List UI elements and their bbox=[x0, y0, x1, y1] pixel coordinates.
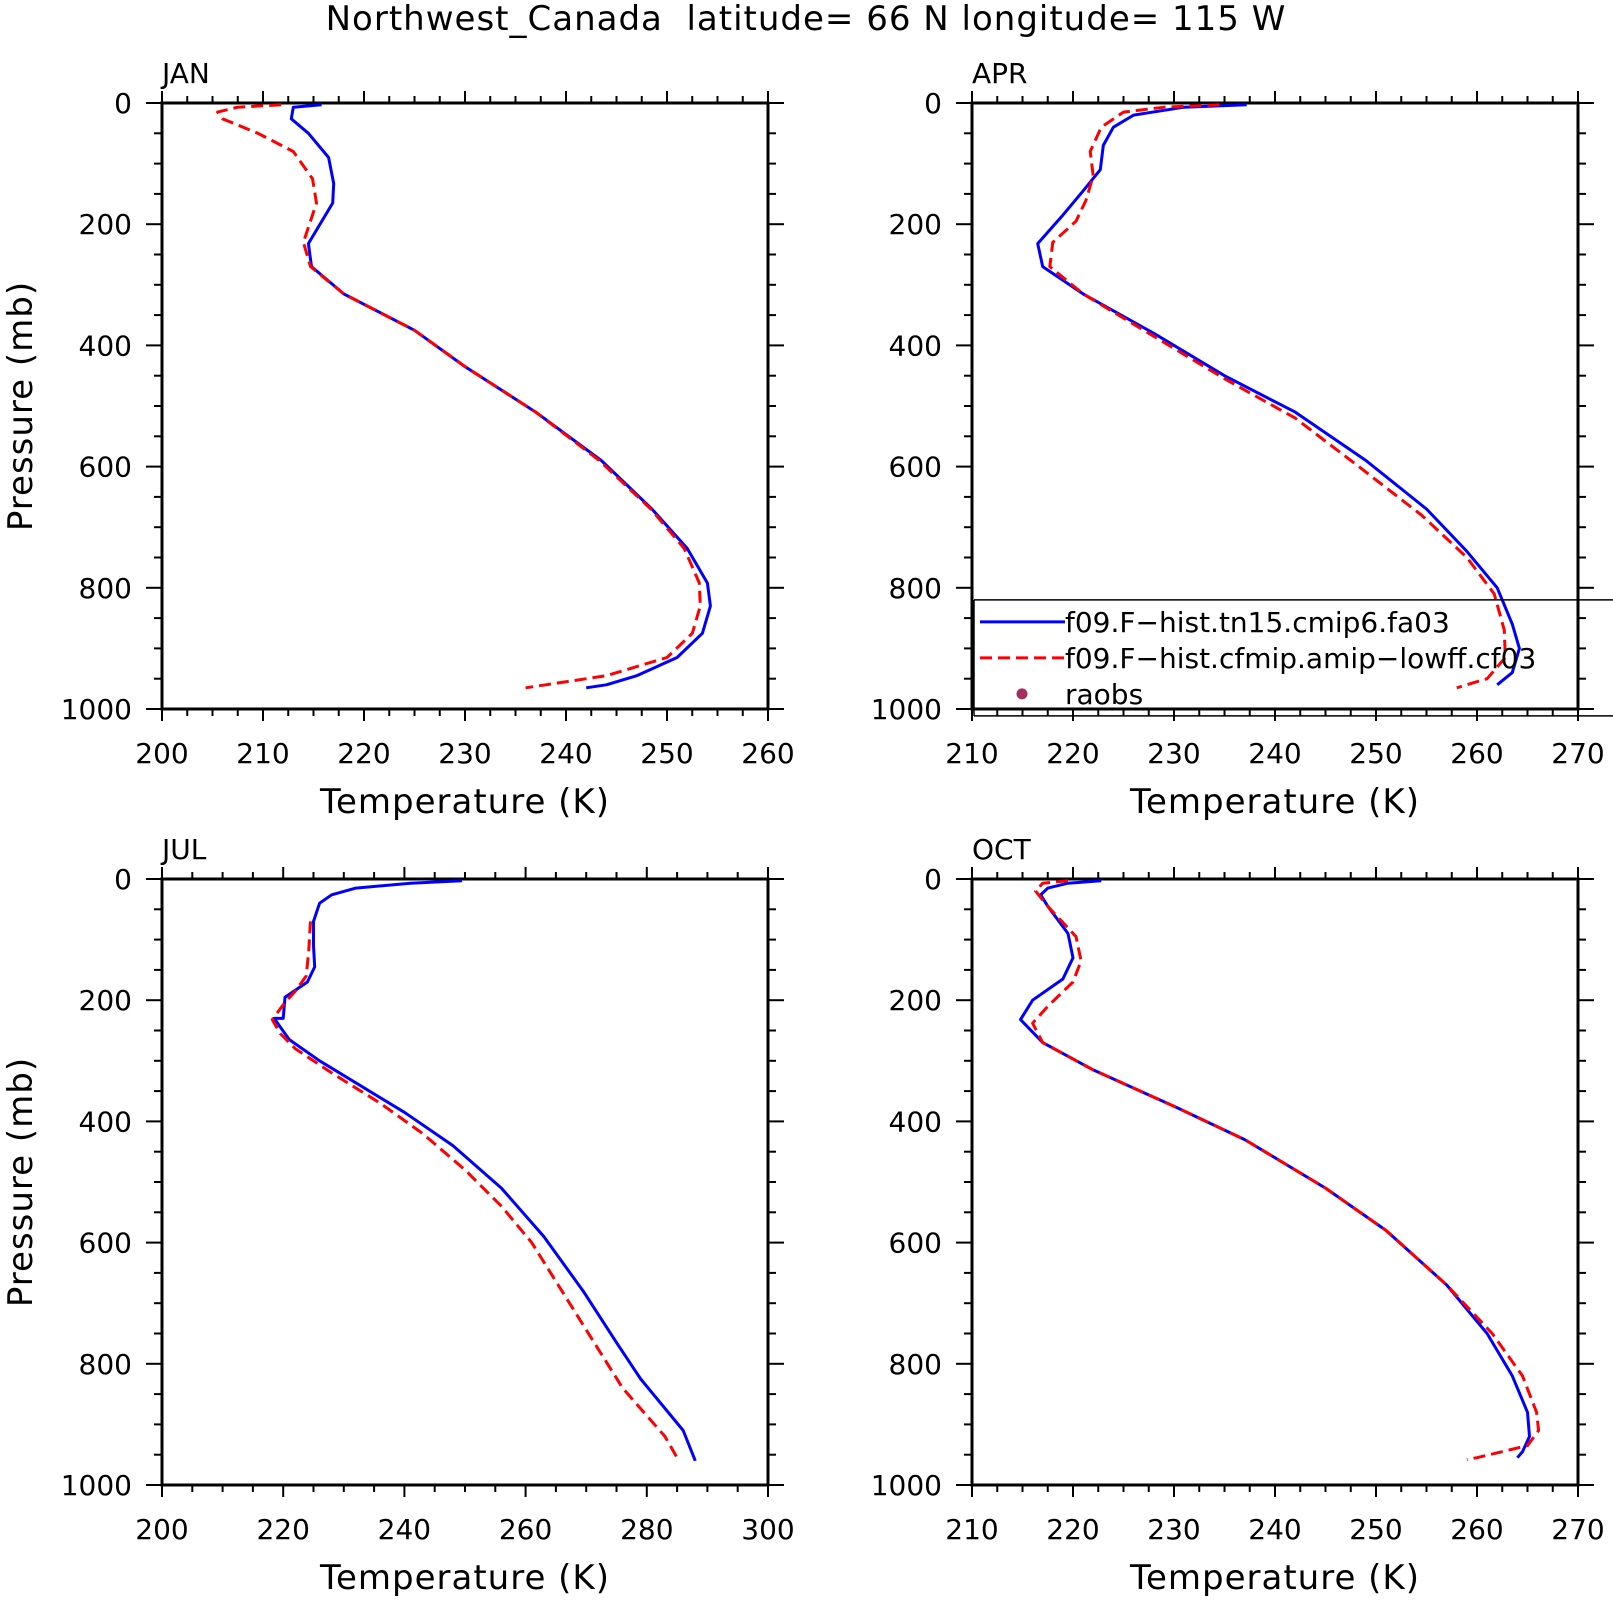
plot-frame bbox=[970, 877, 1580, 1487]
y-tick-label: 1000 bbox=[61, 1469, 132, 1502]
x-tick-label: 240 bbox=[1248, 737, 1301, 770]
red-dashed-series-line bbox=[1048, 103, 1507, 690]
blue-solid-series-line bbox=[1019, 879, 1531, 1459]
x-tick-label: 220 bbox=[1046, 737, 1099, 770]
y-axis-label: Pressure (mb) bbox=[1, 1057, 41, 1307]
x-tick-label: 240 bbox=[378, 1513, 431, 1546]
panel-oct: 210 220 230 240 250 260 270 0 200 400 600 800 1000 OC… bbox=[871, 833, 1605, 1598]
x-tick-label: 230 bbox=[1147, 737, 1200, 770]
x-tick-label: 250 bbox=[1349, 1513, 1402, 1546]
legend-entry-label: f09.F−hist.tn15.cmip6.fa03 bbox=[1065, 606, 1450, 639]
y-tick-label: 1000 bbox=[871, 1469, 942, 1502]
y-tick-label: 200 bbox=[79, 208, 132, 241]
x-axis-label: Temperature (K) bbox=[319, 782, 610, 822]
x-tick-label: 240 bbox=[1248, 1513, 1301, 1546]
panel-jan: 200 210 220 230 240 250 260 0 200 400 600 800 1000 JA… bbox=[1, 57, 795, 822]
y-tick-label: 600 bbox=[889, 1227, 942, 1260]
x-tick-label: 230 bbox=[1147, 1513, 1200, 1546]
x-tick-label: 250 bbox=[1349, 737, 1402, 770]
raobs-marker-icon bbox=[1016, 688, 1028, 700]
y-tick-label: 400 bbox=[889, 1105, 942, 1138]
plot-frame bbox=[160, 101, 770, 711]
x-tick-label: 210 bbox=[236, 737, 289, 770]
panel-title: APR bbox=[972, 57, 1028, 90]
y-axis-label: Pressure (mb) bbox=[1, 281, 41, 531]
x-tick-label: 300 bbox=[741, 1513, 794, 1546]
x-tick-label: 260 bbox=[741, 737, 794, 770]
x-axis-label: Temperature (K) bbox=[319, 1558, 610, 1598]
y-tick-label: 600 bbox=[79, 451, 132, 484]
x-tick-label: 220 bbox=[256, 1513, 309, 1546]
y-tick-label: 0 bbox=[924, 863, 942, 896]
panel-title: JAN bbox=[160, 57, 210, 90]
x-tick-label: 220 bbox=[337, 737, 390, 770]
x-axis-label: Temperature (K) bbox=[1129, 782, 1420, 822]
x-tick-label: 240 bbox=[539, 737, 592, 770]
y-tick-label: 600 bbox=[79, 1227, 132, 1260]
y-tick-label: 800 bbox=[889, 572, 942, 605]
x-tick-label: 260 bbox=[1450, 737, 1503, 770]
y-tick-label: 400 bbox=[79, 329, 132, 362]
figure-title: Northwest_Canada latitude= 66 N longitud… bbox=[326, 0, 1287, 39]
y-tick-label: 1000 bbox=[61, 693, 132, 726]
x-tick-label: 200 bbox=[135, 737, 188, 770]
y-tick-label: 200 bbox=[889, 208, 942, 241]
legend-entry-label: raobs bbox=[1065, 678, 1143, 711]
x-tick-label: 260 bbox=[499, 1513, 552, 1546]
x-axis-label: Temperature (K) bbox=[1129, 1558, 1420, 1598]
plot-frame bbox=[160, 877, 770, 1487]
x-tick-label: 280 bbox=[620, 1513, 673, 1546]
red-dashed-series-line bbox=[216, 103, 702, 690]
y-tick-label: 200 bbox=[79, 984, 132, 1017]
x-tick-label: 230 bbox=[438, 737, 491, 770]
legend: f09.F−hist.tn15.cmip6.fa03f09.F−hist.cfm… bbox=[973, 599, 1613, 717]
blue-solid-series-line bbox=[289, 103, 712, 690]
x-tick-label: 210 bbox=[945, 1513, 998, 1546]
y-tick-label: 800 bbox=[889, 1348, 942, 1381]
x-tick-label: 270 bbox=[1551, 1513, 1604, 1546]
x-tick-label: 260 bbox=[1450, 1513, 1503, 1546]
x-tick-label: 270 bbox=[1551, 737, 1604, 770]
x-tick-label: 250 bbox=[640, 737, 693, 770]
y-tick-label: 0 bbox=[114, 863, 132, 896]
y-tick-label: 0 bbox=[114, 87, 132, 120]
y-tick-label: 600 bbox=[889, 451, 942, 484]
panel-title: JUL bbox=[160, 833, 207, 866]
panels: 200 210 220 230 240 250 260 0 200 400 600 800 1000 JA… bbox=[1, 57, 1613, 1598]
y-tick-label: 200 bbox=[889, 984, 942, 1017]
panel-title: OCT bbox=[972, 833, 1032, 866]
panel-apr: 210 220 230 240 250 260 270 0 200 400 600 800 1000 AP… bbox=[871, 57, 1613, 822]
y-tick-label: 1000 bbox=[871, 693, 942, 726]
y-tick-label: 800 bbox=[79, 1348, 132, 1381]
blue-solid-series-line bbox=[272, 879, 697, 1462]
red-dashed-series-line bbox=[1031, 879, 1541, 1461]
y-tick-label: 400 bbox=[79, 1105, 132, 1138]
x-tick-label: 220 bbox=[1046, 1513, 1099, 1546]
legend-entry-label: f09.F−hist.cfmip.amip−lowff.cf03 bbox=[1065, 642, 1536, 675]
x-tick-label: 200 bbox=[135, 1513, 188, 1546]
red-dashed-series-line bbox=[270, 921, 679, 1461]
x-tick-label: 210 bbox=[945, 737, 998, 770]
y-tick-label: 800 bbox=[79, 572, 132, 605]
y-tick-label: 400 bbox=[889, 329, 942, 362]
y-tick-label: 0 bbox=[924, 87, 942, 120]
panel-jul: 200 220 240 260 280 300 0 200 400 600 800 1000 JUL Te… bbox=[1, 833, 795, 1598]
blue-solid-series-line bbox=[1036, 103, 1521, 686]
